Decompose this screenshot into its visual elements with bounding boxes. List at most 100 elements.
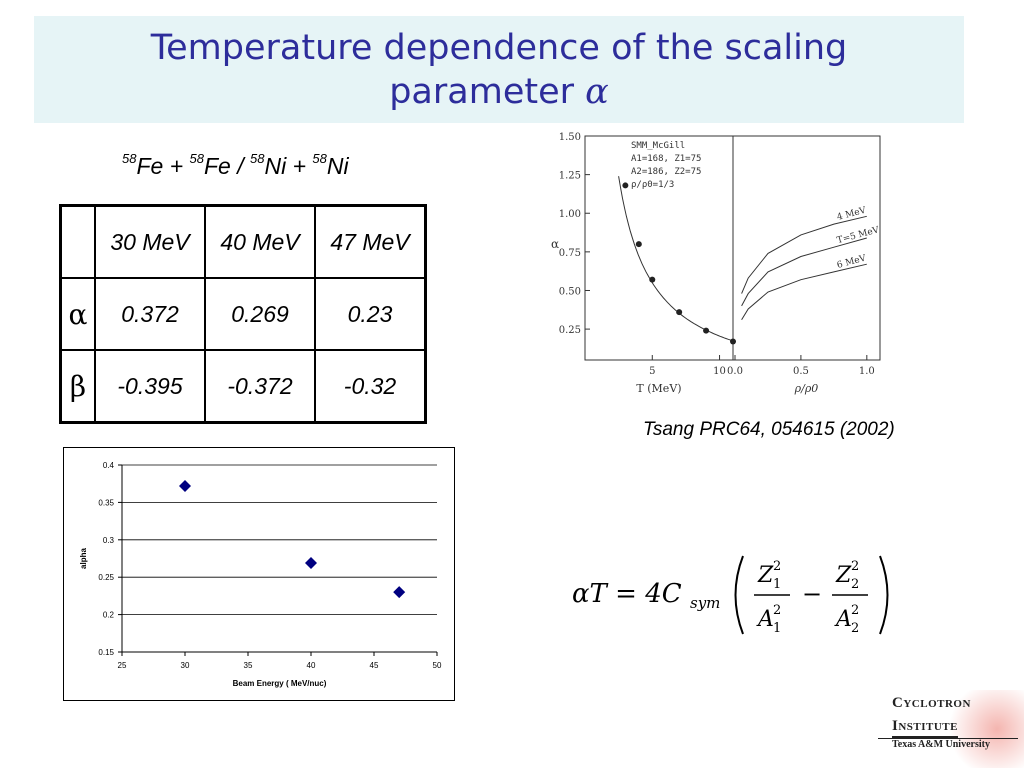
y-tick-label: 0.3 [103, 536, 115, 545]
legend-text: A1=168, Z1=75 [631, 154, 701, 164]
svg-text:2: 2 [851, 577, 859, 592]
x-tick-label: 50 [433, 661, 442, 670]
series-label: 6 MeV [836, 253, 868, 270]
table-corner-cell [59, 204, 96, 279]
alpha-chart-frame: 0.15 0.2 0.25 0.3 0.35 0.4 25 30 35 40 45 50 Beam En… [63, 447, 455, 701]
formula-right-paren [879, 555, 889, 635]
title-line2: parameter α [34, 70, 964, 114]
data-point [676, 309, 683, 316]
x-axis-label: ρ/ρ0 [794, 382, 819, 395]
alpha-symbol: α [585, 72, 609, 112]
svg-text:1: 1 [773, 621, 781, 636]
x-tick-label: 0.0 [727, 366, 743, 377]
series-line [741, 237, 867, 307]
table-cell: -0.372 [204, 349, 316, 424]
slide-title: Temperature dependence of the scaling pa… [34, 26, 964, 114]
data-point [179, 479, 191, 492]
y-tick-label: 0.15 [98, 648, 114, 657]
x-tick-label: 45 [370, 661, 379, 670]
reaction-part: Ni + [264, 153, 313, 179]
table-cell: 0.23 [314, 277, 427, 351]
alpha-vs-energy-chart: 0.15 0.2 0.25 0.3 0.35 0.4 25 30 35 40 45 50 Beam En… [79, 461, 442, 688]
logo-glow [934, 690, 1024, 768]
y-tick-label: 0.4 [103, 461, 115, 470]
logo-line1: CYCLOTRON [892, 695, 971, 711]
y-tick-label: 0.75 [559, 248, 581, 259]
reference-plot: 0.25 0.50 0.75 1.00 1.25 1.50 α 5 10 T (MeV) 0.0 0.… [551, 132, 881, 395]
table-header-cell: 47 MeV [314, 204, 427, 279]
row-label-alpha: α [59, 277, 96, 351]
data-point [622, 182, 629, 189]
x-tick-label: 40 [307, 661, 316, 670]
mass-number: 58 [122, 151, 137, 166]
y-tick-label: 1.50 [559, 132, 581, 143]
formula-left-paren [734, 555, 744, 635]
reaction-part: Ni [326, 153, 349, 179]
y-tick-label: 0.25 [98, 573, 114, 582]
svg-text:Z: Z [757, 563, 774, 588]
x-tick-label: 10 [713, 366, 726, 377]
table-cell: -0.32 [314, 349, 427, 424]
x-tick-label: 30 [181, 661, 190, 670]
citation: Tsang PRC64, 054615 (2002) [643, 419, 895, 440]
series-line [741, 215, 867, 294]
logo-line3: Texas A&M University [892, 739, 990, 750]
svg-text:2: 2 [851, 559, 859, 574]
data-point [703, 327, 710, 334]
reaction-part: Fe + [136, 153, 190, 179]
mass-number: 58 [250, 151, 265, 166]
logo-rule [878, 738, 1018, 739]
svg-text:2: 2 [851, 621, 859, 636]
y-axis-label: α [551, 237, 559, 251]
series-line [741, 263, 867, 321]
row-label-beta: β [59, 349, 96, 424]
table-header-cell: 40 MeV [204, 204, 316, 279]
svg-text:1: 1 [773, 577, 781, 592]
data-point [305, 556, 317, 569]
formula-lhs: αT = 4C [572, 579, 682, 609]
y-tick-label: 0.25 [559, 325, 581, 336]
data-point [635, 241, 642, 248]
title-banner [34, 16, 964, 123]
svg-text:2: 2 [773, 559, 781, 574]
table-row-alpha: α 0.372 0.269 0.23 [59, 277, 427, 351]
y-tick-label: 0.2 [103, 611, 115, 620]
table-cell: 0.269 [204, 277, 316, 351]
y-tick-label: 1.00 [559, 209, 581, 220]
table-cell: -0.395 [94, 349, 206, 424]
x-tick-label: 35 [244, 661, 253, 670]
series-label: T=5 MeV [836, 225, 881, 246]
data-point [393, 586, 406, 599]
x-axis-label: T (MeV) [636, 382, 681, 395]
table-header-cell: 30 MeV [94, 204, 206, 279]
svg-text:Z: Z [835, 563, 852, 588]
mass-number: 58 [312, 151, 327, 166]
x-tick-label: 25 [118, 661, 127, 670]
legend-text: A2=186, Z2=75 [631, 167, 701, 177]
svg-text:2: 2 [851, 603, 859, 618]
svg-text:A: A [756, 607, 774, 632]
mass-number: 58 [189, 151, 204, 166]
table-cell: 0.372 [94, 277, 206, 351]
y-tick-label: 0.50 [559, 286, 581, 297]
svg-text:−: − [802, 580, 822, 608]
reaction-part: Fe / [204, 153, 251, 179]
y-axis-label: alpha [79, 548, 88, 569]
formula: αT = 4C sym Z 2 1 A 2 1 − Z 2 2 A 2 2 [572, 555, 889, 636]
table-row-beta: β -0.395 -0.372 -0.32 [59, 349, 427, 424]
parameter-table: 30 MeV 40 MeV 47 MeV α 0.372 0.269 0.23 … [59, 204, 427, 424]
data-point [649, 276, 656, 283]
legend-text: SMM_McGill [631, 141, 685, 151]
y-tick-label: 0.35 [98, 498, 114, 507]
x-tick-label: 1.0 [859, 366, 875, 377]
table-header-row: 30 MeV 40 MeV 47 MeV [59, 204, 427, 279]
x-tick-label: 5 [649, 366, 655, 377]
fit-curve [618, 176, 736, 343]
x-tick-label: 0.5 [793, 366, 809, 377]
title-text: parameter [389, 72, 574, 112]
title-line1: Temperature dependence of the scaling [150, 28, 848, 68]
data-point [730, 338, 736, 345]
formula-subscript: sym [690, 594, 720, 612]
logo-line2: INSTITUTE [892, 718, 958, 738]
cyclotron-institute-logo: CYCLOTRON INSTITUTE Texas A&M University [872, 690, 1024, 768]
